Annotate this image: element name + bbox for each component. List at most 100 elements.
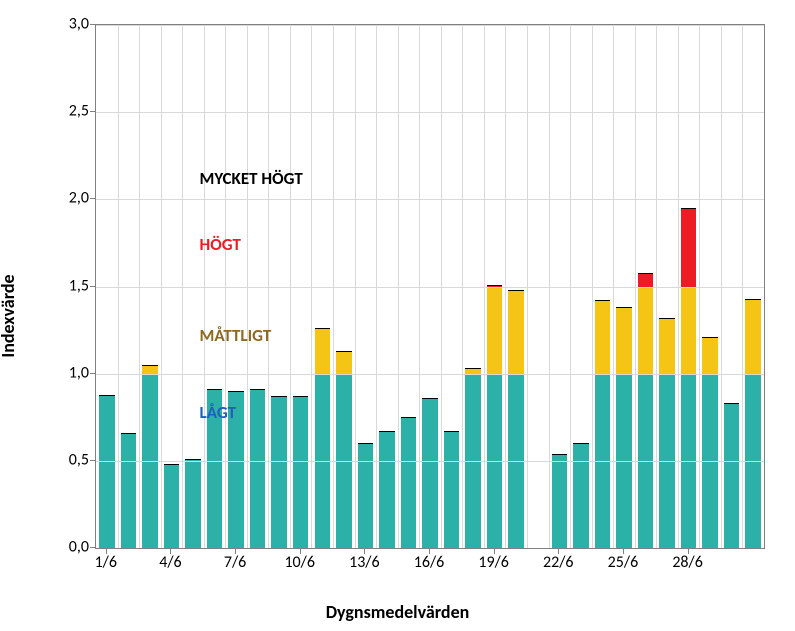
gridline-v (721, 25, 722, 548)
x-tick-label: 28/6 (672, 553, 703, 572)
gridline-v (613, 25, 614, 548)
gridline-v (225, 25, 226, 548)
bar-segment (250, 389, 266, 548)
gridline-v (549, 25, 550, 548)
gridline-v (441, 25, 442, 548)
gridline-v (204, 25, 205, 548)
x-tick-label: 25/6 (608, 553, 639, 572)
gridline-v (182, 25, 183, 548)
gridline-v (268, 25, 269, 548)
gridline-v (505, 25, 506, 548)
x-tick-mark (170, 549, 171, 554)
gridline-h (96, 112, 764, 113)
annotation-label: HÖGT (200, 234, 241, 255)
gridline-h (96, 374, 764, 375)
gridline-v (635, 25, 636, 548)
x-tick-mark (364, 549, 365, 554)
gridline-v (161, 25, 162, 548)
x-tick-label: 7/6 (224, 553, 246, 572)
chart-container: Indexvärde Dygnsmedelvärden 0,0 0,5 1,0 1,5… (0, 0, 795, 631)
gridline-v (699, 25, 700, 548)
gridline-h (96, 199, 764, 200)
gridline-h (96, 461, 764, 462)
bar-segment (444, 431, 460, 548)
bar-segment (508, 290, 524, 374)
bar-segment (595, 300, 611, 373)
x-tick-mark (235, 549, 236, 554)
y-tick-label: 0,5 (49, 450, 89, 469)
x-tick-label: 22/6 (543, 553, 574, 572)
bar-segment (379, 431, 395, 548)
x-axis-title: Dygnsmedelvärden (0, 601, 795, 623)
gridline-v (311, 25, 312, 548)
gridline-v (678, 25, 679, 548)
gridline-v (484, 25, 485, 548)
x-tick-label: 19/6 (478, 553, 509, 572)
plot-area: MYCKET HÖGT HÖGT MÅTTLIGT LÅGT (95, 24, 765, 549)
gridline-v (139, 25, 140, 548)
gridline-v (527, 25, 528, 548)
x-tick-mark (623, 549, 624, 554)
x-tick-mark (688, 549, 689, 554)
bar-segment (616, 307, 632, 373)
gridline-v (118, 25, 119, 548)
x-axis-ticks: 1/6 4/6 7/6 10/6 13/6 16/6 19/6 22/6 25/6 28/6 (95, 549, 765, 579)
bar-segment (185, 459, 201, 548)
x-tick-label: 1/6 (95, 553, 117, 572)
bar-segment (573, 443, 589, 548)
bar-segment (724, 403, 740, 548)
gridline-v (376, 25, 377, 548)
bar-segment (745, 299, 761, 374)
y-tick-label: 1,5 (49, 276, 89, 295)
gridline-v (290, 25, 291, 548)
gridline-v (656, 25, 657, 548)
x-tick-mark (300, 549, 301, 554)
gridline-v (592, 25, 593, 548)
gridline-v (333, 25, 334, 548)
gridline-v (419, 25, 420, 548)
bar-segment (336, 351, 352, 374)
annotation-label: LÅGT (200, 402, 236, 423)
annotation-label: MÅTTLIGT (200, 325, 272, 346)
bar-segment (271, 396, 287, 548)
bar-segment (164, 464, 180, 548)
y-tick-label: 2,0 (49, 189, 89, 208)
x-tick-mark (494, 549, 495, 554)
bar-segment (681, 287, 697, 374)
gridline-h (96, 287, 764, 288)
bar-segment (315, 328, 331, 373)
gridline-v (742, 25, 743, 548)
gridline-v (355, 25, 356, 548)
bar-segment (638, 273, 654, 287)
y-axis-title: Indexvärde (0, 274, 19, 357)
bar-segment (401, 417, 417, 548)
gridline-v (247, 25, 248, 548)
x-tick-label: 16/6 (414, 553, 445, 572)
x-tick-label: 13/6 (349, 553, 380, 572)
bar-segment (659, 318, 675, 374)
x-tick-mark (558, 549, 559, 554)
bar-segment (142, 365, 158, 374)
bar-segment (702, 337, 718, 374)
gridline-v (398, 25, 399, 548)
bar-segment (99, 395, 115, 548)
gridline-v (570, 25, 571, 548)
y-tick-label: 1,0 (49, 363, 89, 382)
x-tick-label: 10/6 (284, 553, 315, 572)
bar-segment (552, 454, 568, 548)
y-tick-label: 2,5 (49, 102, 89, 121)
bar-segment (422, 398, 438, 548)
bar-segment (358, 443, 374, 548)
gridline-h (96, 25, 764, 26)
x-tick-label: 4/6 (159, 553, 181, 572)
bar-segment (293, 396, 309, 548)
annotation-label: MYCKET HÖGT (200, 168, 303, 189)
bar-segment (121, 433, 137, 548)
bar-segment (681, 208, 697, 286)
x-tick-mark (106, 549, 107, 554)
x-tick-mark (429, 549, 430, 554)
bar-segment (487, 287, 503, 374)
y-tick-label: 0,0 (49, 538, 89, 557)
y-tick-label: 3,0 (49, 15, 89, 34)
gridline-v (462, 25, 463, 548)
